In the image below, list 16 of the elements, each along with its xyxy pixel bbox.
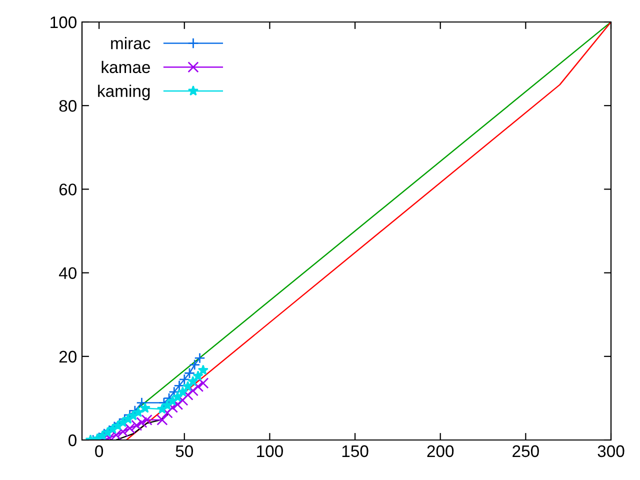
y-tick-label: 60 (59, 184, 76, 196)
y-tick-label: 40 (58, 267, 76, 280)
y-tick-label: 100 (50, 16, 76, 28)
y-tick-label: 80 (59, 100, 76, 112)
x-tick-label: 300 (598, 445, 624, 458)
x-tick-label: 150 (342, 445, 368, 458)
y-tick-label: 0 (68, 434, 76, 446)
legend-label: kaming (98, 84, 150, 100)
y-tick-label: 20 (59, 350, 76, 363)
x-tick-label: 50 (176, 445, 194, 458)
x-tick-label: 100 (257, 445, 283, 458)
x-tick-label: 0 (95, 445, 104, 458)
x-tick-label: 200 (427, 445, 454, 458)
legend-label: mirac (111, 37, 150, 50)
x-tick-label: 250 (512, 445, 539, 458)
legend-label: kamae (102, 60, 150, 74)
